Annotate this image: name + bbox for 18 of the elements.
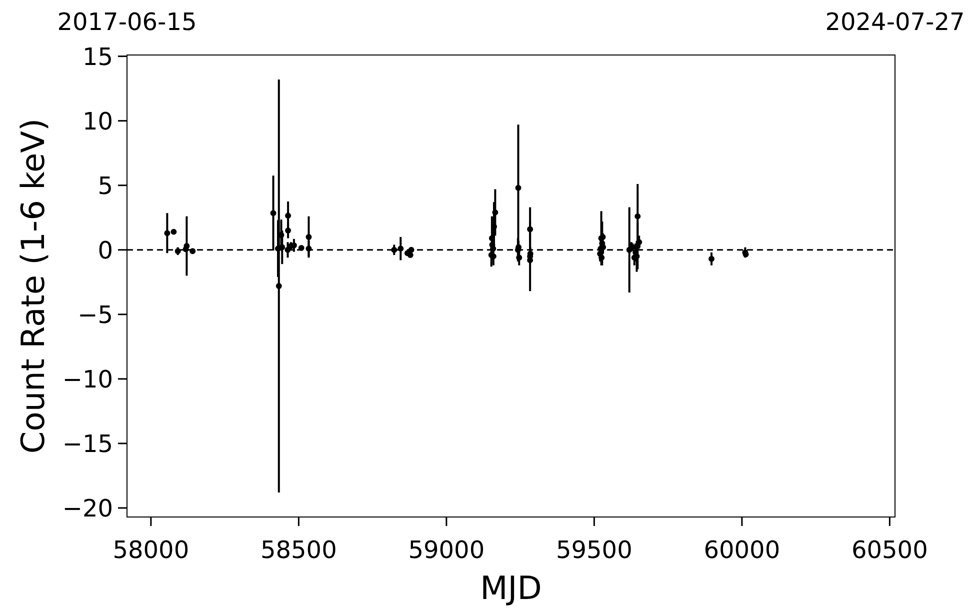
x-tick-label: 58000	[112, 536, 190, 564]
x-tick-label: 59000	[408, 536, 485, 564]
y-tick-label: −5	[78, 301, 113, 330]
y-tick-label: 5	[98, 172, 113, 200]
y-axis-title: Count Rate (1-6 keV)	[14, 118, 52, 454]
x-tick-label: 60500	[852, 536, 928, 564]
text: 2017-06-15	[57, 8, 197, 36]
x-axis-title: MJD	[480, 569, 542, 607]
x-tick-label: 59500	[556, 536, 632, 564]
y-tick-label: −20	[62, 494, 113, 523]
y-tick-label: 0	[98, 236, 113, 265]
y-tick-label: −15	[62, 430, 113, 458]
y-tick-label: 15	[82, 42, 113, 71]
y-tick-label: −10	[62, 366, 113, 394]
x-tick-label: 60000	[704, 536, 780, 564]
x-tick-label: 58500	[260, 536, 337, 564]
y-tick-label: 10	[82, 107, 113, 136]
text: 2024-07-27	[825, 8, 965, 36]
